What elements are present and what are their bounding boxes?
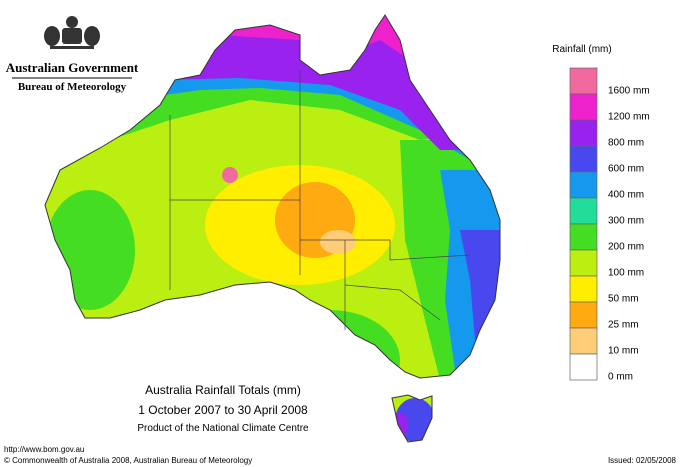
legend-swatch [569,275,598,303]
legend-swatch [569,67,598,95]
legend-label: 800 mm [608,138,644,149]
footer-copyright: © Commonwealth of Australia 2008, Austra… [4,456,252,465]
legend-swatch [569,301,598,329]
legend-label: 10 mm [608,346,639,357]
map-title: Australia Rainfall Totals (mm) [145,383,301,397]
coat-of-arms [44,16,100,49]
legend-label: 400 mm [608,190,644,201]
legend-label: 1600 mm [608,86,650,97]
legend-label: 200 mm [608,242,644,253]
map-product: Product of the National Climate Centre [137,423,309,434]
legend: 1600 mm 1200 mm 800 mm 600 mm 400 mm 300 mm 20… [569,67,650,383]
legend-swatch [569,353,598,381]
legend-title: Rainfall (mm) [552,44,611,55]
legend-label: 1200 mm [608,112,650,123]
legend-label: 600 mm [608,164,644,175]
bureau: Bureau of Meteorology [18,81,127,93]
footer-issued: Issued: 02/05/2008 [608,456,677,465]
legend-swatch [569,327,598,355]
legend-swatch [569,145,598,173]
legend-swatch [569,197,598,225]
legend-label: 25 mm [608,320,639,331]
legend-label: 0 mm [608,372,633,383]
legend-swatch [569,171,598,199]
legend-swatch [569,119,598,147]
legend-label: 50 mm [608,294,639,305]
agency: Australian Government [6,60,139,75]
legend-swatch [569,93,598,121]
legend-label: 100 mm [608,268,644,279]
legend-label: 300 mm [608,216,644,227]
coastline [44,14,501,443]
legend-swatch [569,223,598,251]
state-borders [169,70,471,330]
legend-swatch [569,249,598,277]
map-period: 1 October 2007 to 30 April 2008 [138,403,308,417]
footer-url: http://www.bom.gov.au [4,445,84,454]
